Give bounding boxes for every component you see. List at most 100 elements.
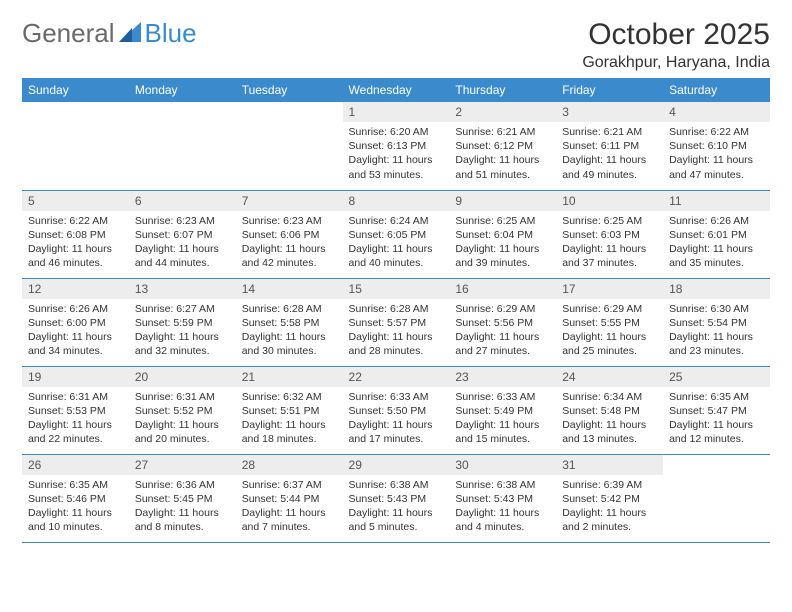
calendar-day: 23Sunrise: 6:33 AMSunset: 5:49 PMDayligh… <box>449 366 556 454</box>
day-line-ss: Sunset: 6:01 PM <box>669 228 764 242</box>
day-line-sr: Sunrise: 6:26 AM <box>28 302 123 316</box>
day-line-d2: and 22 minutes. <box>28 432 123 446</box>
day-number: 23 <box>449 367 556 387</box>
day-line-ss: Sunset: 6:00 PM <box>28 316 123 330</box>
day-line-d1: Daylight: 11 hours <box>455 242 550 256</box>
day-number: 14 <box>236 279 343 299</box>
calendar-day: 25Sunrise: 6:35 AMSunset: 5:47 PMDayligh… <box>663 366 770 454</box>
day-line-sr: Sunrise: 6:37 AM <box>242 478 337 492</box>
day-line-sr: Sunrise: 6:23 AM <box>135 214 230 228</box>
day-line-d2: and 53 minutes. <box>349 168 444 182</box>
day-details: Sunrise: 6:31 AMSunset: 5:52 PMDaylight:… <box>129 387 236 451</box>
day-line-sr: Sunrise: 6:29 AM <box>455 302 550 316</box>
day-line-sr: Sunrise: 6:21 AM <box>562 125 657 139</box>
day-number: 11 <box>663 191 770 211</box>
day-line-ss: Sunset: 5:48 PM <box>562 404 657 418</box>
day-line-d2: and 39 minutes. <box>455 256 550 270</box>
day-line-ss: Sunset: 5:57 PM <box>349 316 444 330</box>
calendar-day: 26Sunrise: 6:35 AMSunset: 5:46 PMDayligh… <box>22 454 129 542</box>
day-line-ss: Sunset: 5:49 PM <box>455 404 550 418</box>
calendar-day: 22Sunrise: 6:33 AMSunset: 5:50 PMDayligh… <box>343 366 450 454</box>
day-line-ss: Sunset: 5:43 PM <box>455 492 550 506</box>
day-line-d2: and 23 minutes. <box>669 344 764 358</box>
day-number: 17 <box>556 279 663 299</box>
day-line-d2: and 27 minutes. <box>455 344 550 358</box>
day-details: Sunrise: 6:27 AMSunset: 5:59 PMDaylight:… <box>129 299 236 363</box>
calendar-week: 26Sunrise: 6:35 AMSunset: 5:46 PMDayligh… <box>22 454 770 542</box>
day-line-d1: Daylight: 11 hours <box>669 153 764 167</box>
day-number: 26 <box>22 455 129 475</box>
day-line-sr: Sunrise: 6:24 AM <box>349 214 444 228</box>
day-number: 20 <box>129 367 236 387</box>
weekday-header: Sunday <box>22 78 129 102</box>
day-line-ss: Sunset: 5:43 PM <box>349 492 444 506</box>
weekday-header: Wednesday <box>343 78 450 102</box>
day-line-ss: Sunset: 6:08 PM <box>28 228 123 242</box>
day-line-d2: and 12 minutes. <box>669 432 764 446</box>
calendar-day-empty <box>236 102 343 190</box>
day-line-sr: Sunrise: 6:28 AM <box>242 302 337 316</box>
day-line-sr: Sunrise: 6:21 AM <box>455 125 550 139</box>
day-line-sr: Sunrise: 6:22 AM <box>28 214 123 228</box>
day-line-sr: Sunrise: 6:29 AM <box>562 302 657 316</box>
day-details: Sunrise: 6:28 AMSunset: 5:58 PMDaylight:… <box>236 299 343 363</box>
day-line-d1: Daylight: 11 hours <box>28 506 123 520</box>
day-line-ss: Sunset: 5:59 PM <box>135 316 230 330</box>
day-line-d1: Daylight: 11 hours <box>242 242 337 256</box>
day-line-d2: and 5 minutes. <box>349 520 444 534</box>
day-number: 18 <box>663 279 770 299</box>
day-number: 24 <box>556 367 663 387</box>
day-details: Sunrise: 6:26 AMSunset: 6:00 PMDaylight:… <box>22 299 129 363</box>
day-details: Sunrise: 6:38 AMSunset: 5:43 PMDaylight:… <box>449 475 556 539</box>
day-line-d2: and 35 minutes. <box>669 256 764 270</box>
calendar-week: 1Sunrise: 6:20 AMSunset: 6:13 PMDaylight… <box>22 102 770 190</box>
calendar-day: 9Sunrise: 6:25 AMSunset: 6:04 PMDaylight… <box>449 190 556 278</box>
calendar-day: 30Sunrise: 6:38 AMSunset: 5:43 PMDayligh… <box>449 454 556 542</box>
logo-sail-icon <box>119 18 141 49</box>
day-line-ss: Sunset: 6:07 PM <box>135 228 230 242</box>
day-line-sr: Sunrise: 6:31 AM <box>135 390 230 404</box>
day-number: 28 <box>236 455 343 475</box>
day-number: 7 <box>236 191 343 211</box>
calendar-week: 19Sunrise: 6:31 AMSunset: 5:53 PMDayligh… <box>22 366 770 454</box>
calendar-day: 31Sunrise: 6:39 AMSunset: 5:42 PMDayligh… <box>556 454 663 542</box>
day-line-d2: and 17 minutes. <box>349 432 444 446</box>
day-line-d2: and 25 minutes. <box>562 344 657 358</box>
day-line-sr: Sunrise: 6:33 AM <box>455 390 550 404</box>
weekday-header: Monday <box>129 78 236 102</box>
calendar-day: 2Sunrise: 6:21 AMSunset: 6:12 PMDaylight… <box>449 102 556 190</box>
month-title: October 2025 <box>582 18 770 52</box>
calendar-day: 17Sunrise: 6:29 AMSunset: 5:55 PMDayligh… <box>556 278 663 366</box>
calendar-day: 13Sunrise: 6:27 AMSunset: 5:59 PMDayligh… <box>129 278 236 366</box>
day-number: 31 <box>556 455 663 475</box>
day-line-ss: Sunset: 5:52 PM <box>135 404 230 418</box>
day-details: Sunrise: 6:30 AMSunset: 5:54 PMDaylight:… <box>663 299 770 363</box>
day-line-d1: Daylight: 11 hours <box>135 242 230 256</box>
day-line-d2: and 46 minutes. <box>28 256 123 270</box>
day-line-d1: Daylight: 11 hours <box>242 506 337 520</box>
day-line-ss: Sunset: 5:51 PM <box>242 404 337 418</box>
day-number: 27 <box>129 455 236 475</box>
calendar-day: 14Sunrise: 6:28 AMSunset: 5:58 PMDayligh… <box>236 278 343 366</box>
day-number: 21 <box>236 367 343 387</box>
day-line-d1: Daylight: 11 hours <box>669 242 764 256</box>
day-line-d2: and 4 minutes. <box>455 520 550 534</box>
calendar-day: 18Sunrise: 6:30 AMSunset: 5:54 PMDayligh… <box>663 278 770 366</box>
header: General Blue October 2025 Gorakhpur, Har… <box>22 18 770 72</box>
day-line-d1: Daylight: 11 hours <box>349 330 444 344</box>
day-line-sr: Sunrise: 6:26 AM <box>669 214 764 228</box>
day-details: Sunrise: 6:22 AMSunset: 6:08 PMDaylight:… <box>22 211 129 275</box>
day-line-sr: Sunrise: 6:39 AM <box>562 478 657 492</box>
calendar-day: 10Sunrise: 6:25 AMSunset: 6:03 PMDayligh… <box>556 190 663 278</box>
day-number: 30 <box>449 455 556 475</box>
day-line-d1: Daylight: 11 hours <box>28 330 123 344</box>
day-line-d2: and 2 minutes. <box>562 520 657 534</box>
day-line-sr: Sunrise: 6:38 AM <box>455 478 550 492</box>
weekday-header: Friday <box>556 78 663 102</box>
day-line-ss: Sunset: 6:12 PM <box>455 139 550 153</box>
calendar-day-empty <box>129 102 236 190</box>
calendar-day: 19Sunrise: 6:31 AMSunset: 5:53 PMDayligh… <box>22 366 129 454</box>
calendar-header-row: SundayMondayTuesdayWednesdayThursdayFrid… <box>22 78 770 102</box>
day-line-sr: Sunrise: 6:31 AM <box>28 390 123 404</box>
day-details: Sunrise: 6:22 AMSunset: 6:10 PMDaylight:… <box>663 122 770 186</box>
